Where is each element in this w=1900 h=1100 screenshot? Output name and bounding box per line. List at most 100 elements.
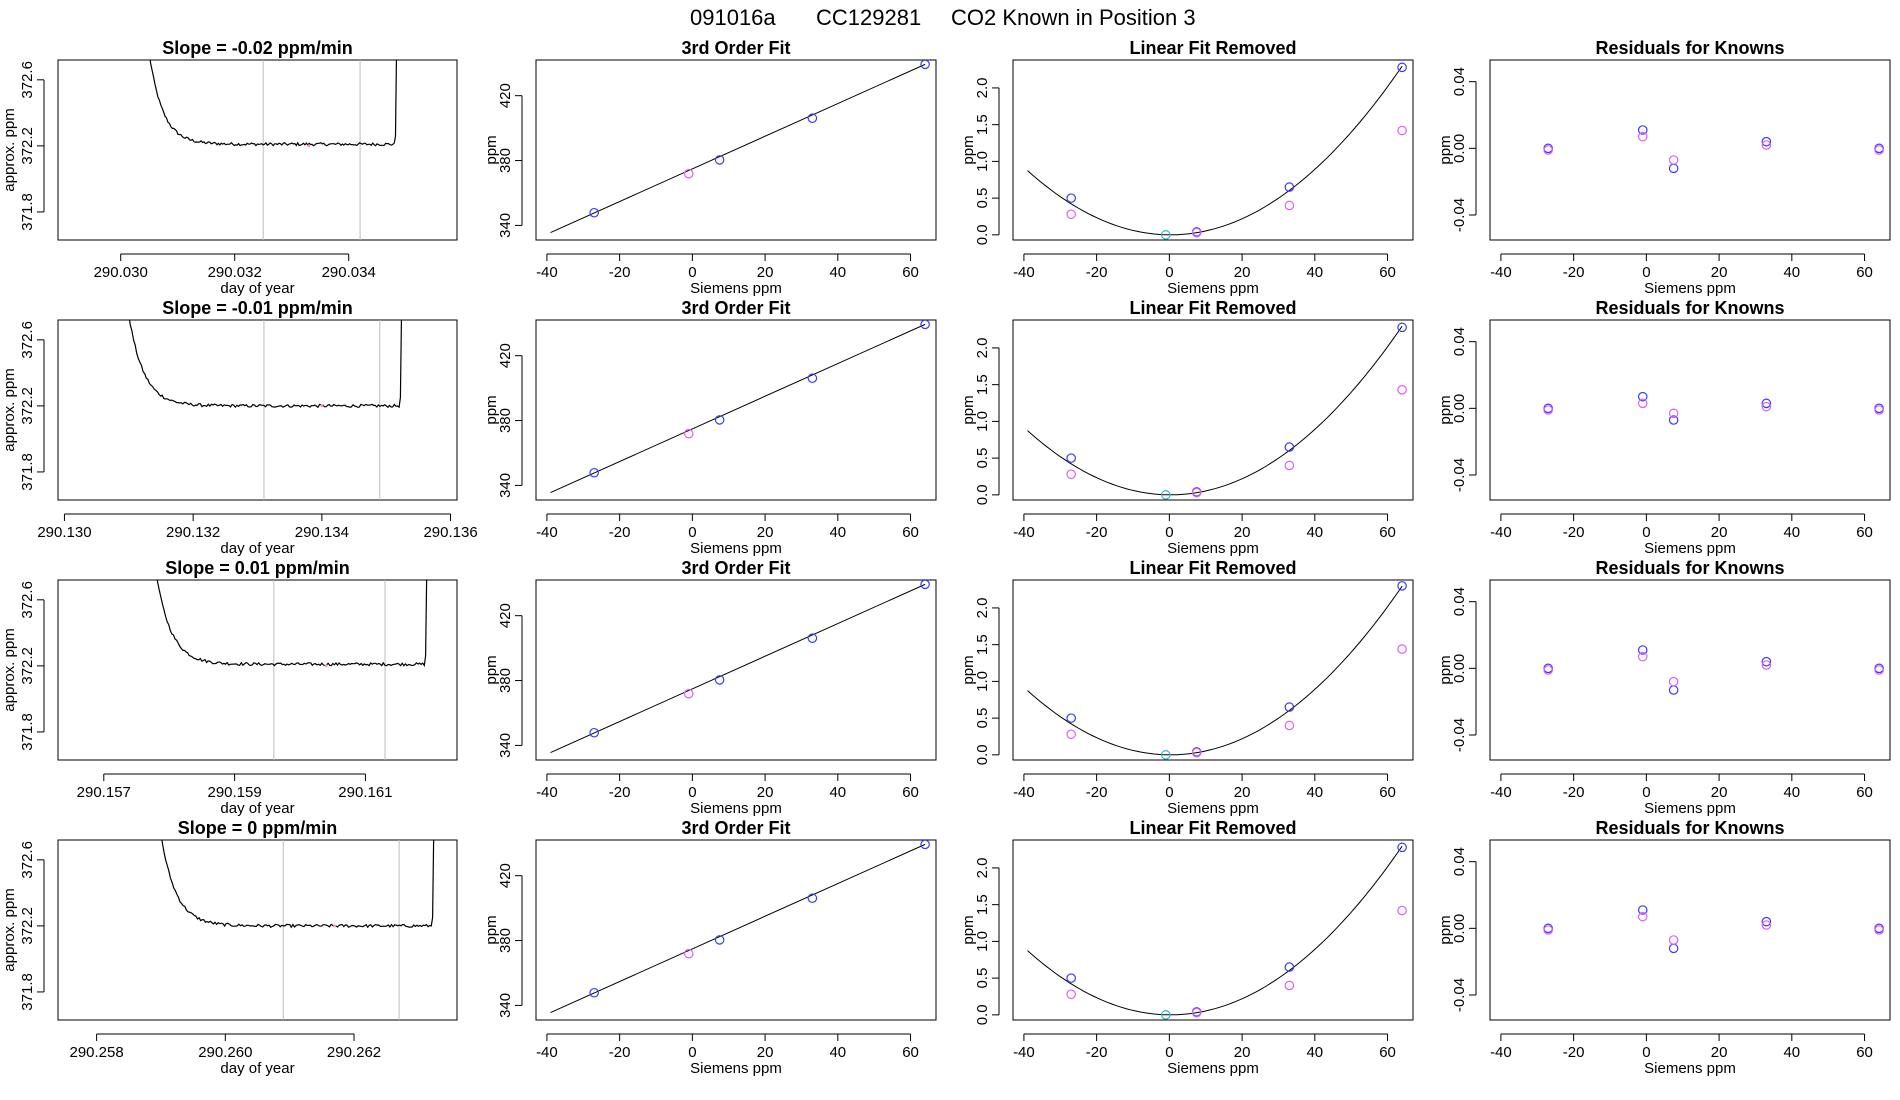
y-tick-label: 0.00 bbox=[1451, 654, 1468, 683]
x-tick-label: 20 bbox=[757, 264, 774, 281]
resid-panel-row-2: Residuals for Knowns -40 -20 0 20 40 60 Siemens… bbox=[1437, 298, 1891, 557]
y-tick-label: 1.5 bbox=[974, 894, 991, 915]
data-point-magenta bbox=[1284, 200, 1295, 211]
figure-title-id: 091016a bbox=[690, 5, 776, 30]
y-tick-label: 340 bbox=[497, 993, 514, 1018]
plot-frame bbox=[57, 319, 458, 501]
x-axis: -40 -20 0 20 40 60 bbox=[1490, 1033, 1873, 1061]
plot-frame bbox=[1489, 839, 1891, 1021]
y-tick-label: 1.0 bbox=[974, 411, 991, 432]
x-axis: -40 -20 0 20 40 60 bbox=[1013, 513, 1396, 541]
y-axis-label: ppm bbox=[960, 655, 977, 684]
x-tick-label: 0 bbox=[688, 784, 696, 801]
y-axis: 371.8 372.2 372.6 bbox=[19, 581, 45, 751]
data-point-magenta bbox=[1668, 676, 1679, 687]
x-tick-label: -20 bbox=[1086, 784, 1108, 801]
x-tick-label: 60 bbox=[902, 784, 919, 801]
x-axis: 290.157 290.159 290.161 bbox=[77, 773, 393, 801]
fit-panel-row-3: 3rd Order Fit -40 -20 0 20 40 60 Siemens ppm 340… bbox=[483, 558, 937, 817]
x-tick-label: 0 bbox=[688, 524, 696, 541]
plot-marks bbox=[128, 320, 403, 500]
y-tick-label: 0.5 bbox=[974, 448, 991, 469]
x-tick-label: 290.034 bbox=[322, 264, 376, 281]
data-point-blue bbox=[1637, 125, 1648, 135]
data-point-blue bbox=[1066, 973, 1076, 983]
x-axis: 290.130 290.132 290.134 290.136 bbox=[37, 513, 478, 541]
x-axis: -40 -20 0 20 40 60 bbox=[536, 513, 919, 541]
plot-marks bbox=[156, 580, 428, 760]
data-point-blue bbox=[1668, 415, 1679, 425]
x-axis-label: day of year bbox=[220, 540, 294, 557]
data-point-blue bbox=[1066, 453, 1076, 463]
data-point-blue bbox=[1397, 842, 1407, 853]
plot-marks bbox=[550, 580, 930, 753]
y-tick-label: 380 bbox=[497, 408, 514, 433]
mean-marker-point bbox=[333, 924, 337, 928]
fit-line bbox=[550, 323, 926, 493]
x-tick-label: 40 bbox=[1306, 784, 1323, 801]
y-tick-label: 0.00 bbox=[1451, 914, 1468, 943]
y-tick-label: 0.5 bbox=[974, 968, 991, 989]
x-axis-label: Siemens ppm bbox=[1167, 540, 1259, 557]
data-point-magenta bbox=[1668, 408, 1679, 419]
plot-frame bbox=[57, 839, 458, 1021]
x-tick-label: 60 bbox=[1856, 524, 1873, 541]
data-point-magenta bbox=[1066, 209, 1076, 220]
y-axis: -0.04 0.00 0.04 bbox=[1451, 327, 1477, 492]
x-tick-label: 0 bbox=[688, 1044, 696, 1061]
x-axis-label: day of year bbox=[220, 280, 294, 297]
data-point-magenta bbox=[1543, 145, 1553, 155]
data-point-magenta bbox=[1874, 665, 1884, 675]
panel-title: 3rd Order Fit bbox=[681, 298, 790, 318]
y-tick-label: 2.0 bbox=[974, 337, 991, 358]
y-tick-label: 372.2 bbox=[19, 387, 36, 425]
data-point-magenta bbox=[1284, 460, 1295, 471]
data-point-magenta bbox=[1874, 405, 1884, 415]
plot-frame bbox=[1012, 319, 1414, 501]
y-tick-label: 2.0 bbox=[974, 77, 991, 98]
x-tick-label: -40 bbox=[1490, 524, 1512, 541]
x-tick-label: 40 bbox=[1783, 784, 1800, 801]
x-axis: -40 -20 0 20 40 60 bbox=[1490, 513, 1873, 541]
x-tick-label: -40 bbox=[536, 784, 558, 801]
panel-title: Linear Fit Removed bbox=[1129, 298, 1296, 318]
x-tick-label: 290.134 bbox=[295, 524, 349, 541]
x-tick-label: 60 bbox=[1856, 784, 1873, 801]
plot-marks bbox=[550, 60, 930, 233]
y-axis: -0.04 0.00 0.04 bbox=[1451, 847, 1477, 1012]
x-tick-label: 20 bbox=[757, 1044, 774, 1061]
data-point-blue bbox=[920, 60, 930, 70]
y-tick-label: 340 bbox=[497, 733, 514, 758]
y-tick-label: -0.04 bbox=[1451, 718, 1468, 752]
x-tick-label: 290.258 bbox=[69, 1044, 123, 1061]
x-tick-label: 60 bbox=[1379, 264, 1396, 281]
x-axis-label: day of year bbox=[220, 800, 294, 817]
data-point-magenta bbox=[683, 948, 694, 959]
y-tick-label: 1.0 bbox=[974, 931, 991, 952]
figure-title-description: CO2 Known in Position 3 bbox=[951, 5, 1196, 30]
y-tick-label: 371.8 bbox=[19, 193, 36, 231]
panel-title: Slope = 0.01 ppm/min bbox=[165, 558, 350, 578]
data-point-blue bbox=[1761, 136, 1772, 147]
x-tick-label: 40 bbox=[829, 264, 846, 281]
x-axis: -40 -20 0 20 40 60 bbox=[1013, 253, 1396, 281]
x-tick-label: 290.159 bbox=[207, 784, 261, 801]
x-tick-label: 20 bbox=[1234, 1044, 1251, 1061]
x-tick-label: 290.132 bbox=[166, 524, 220, 541]
y-axis-label: ppm bbox=[483, 655, 500, 684]
x-tick-label: 40 bbox=[1306, 1044, 1323, 1061]
x-tick-label: 20 bbox=[757, 524, 774, 541]
x-tick-label: -20 bbox=[1563, 264, 1585, 281]
x-tick-label: 290.136 bbox=[423, 524, 477, 541]
x-tick-label: 290.130 bbox=[37, 524, 91, 541]
x-tick-label: 20 bbox=[757, 784, 774, 801]
data-point-magenta bbox=[1543, 405, 1553, 415]
x-axis: -40 -20 0 20 40 60 bbox=[536, 1033, 919, 1061]
y-tick-label: 0.04 bbox=[1451, 587, 1468, 616]
x-tick-label: 60 bbox=[1379, 784, 1396, 801]
data-point-blue bbox=[714, 675, 725, 685]
plot-marks bbox=[1543, 905, 1884, 954]
panel-title: Residuals for Knowns bbox=[1595, 558, 1784, 578]
